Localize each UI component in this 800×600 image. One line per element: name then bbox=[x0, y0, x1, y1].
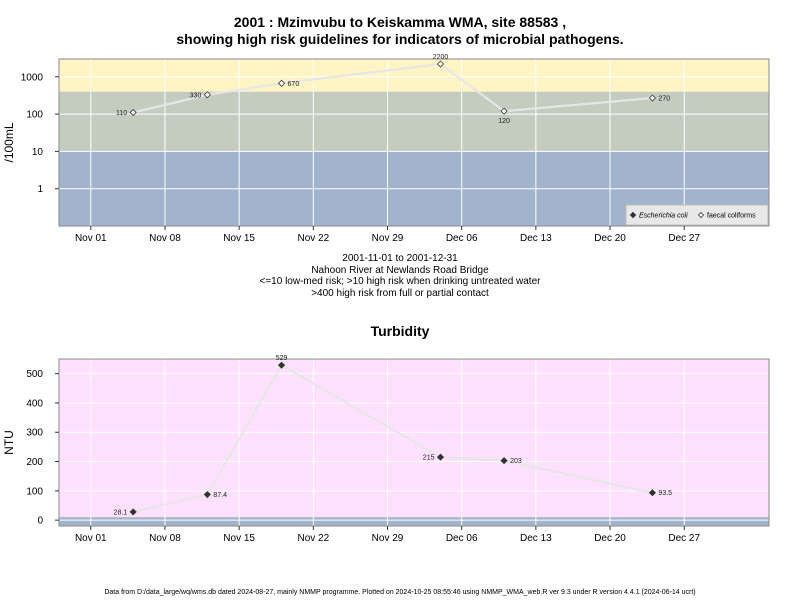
turbidity-y-tick-label: 400 bbox=[26, 398, 43, 409]
microbial-x-tick-label: Nov 01 bbox=[75, 233, 107, 244]
turbidity-data-label: 215 bbox=[423, 455, 435, 462]
turbidity-y-tick-label: 100 bbox=[26, 486, 43, 497]
microbial-y-tick-label: 100 bbox=[26, 110, 43, 121]
turbidity-series-line bbox=[132, 363, 653, 513]
turbidity-x-tick-label: Dec 27 bbox=[668, 533, 700, 544]
turbidity-x-tick-label: Dec 20 bbox=[594, 533, 626, 544]
turbidity-x-tick-label: Nov 22 bbox=[297, 533, 329, 544]
microbial-x-tick-label: Nov 29 bbox=[372, 233, 404, 244]
turbidity-y-tick-label: 300 bbox=[26, 428, 43, 439]
turbidity-data-point bbox=[648, 489, 656, 497]
microbial-data-label: 670 bbox=[288, 81, 300, 88]
turbidity-data-label: 28.1 bbox=[114, 509, 128, 516]
microbial-data-label: 270 bbox=[658, 96, 670, 103]
microbial-x-tick-label: Dec 27 bbox=[668, 233, 700, 244]
legend-label-faecal: faecal coliforms bbox=[707, 213, 756, 220]
microbial-data-point bbox=[500, 107, 508, 115]
microbial-zone-2 bbox=[59, 59, 769, 92]
legend-marker-ecoli bbox=[629, 211, 637, 219]
microbial-plot-frame bbox=[58, 58, 770, 227]
turbidity-x-tick-label: Nov 08 bbox=[149, 533, 181, 544]
caption-date-range: 2001-11-01 to 2001-12-31 bbox=[342, 253, 458, 264]
caption-site-name: Nahoon River at Newlands Road Bridge bbox=[311, 264, 489, 276]
microbial-x-tick-label: Dec 06 bbox=[446, 233, 478, 244]
microbial-data-label: 330 bbox=[190, 92, 202, 99]
microbial-y-tick-label: 1000 bbox=[21, 72, 44, 83]
microbial-data-point bbox=[277, 79, 286, 87]
microbial-data-label: 120 bbox=[498, 118, 510, 125]
microbial-data-label: 2200 bbox=[433, 54, 449, 61]
microbial-x-tick-label: Nov 08 bbox=[149, 233, 181, 244]
turbidity-data-point bbox=[129, 508, 137, 516]
microbial-series-line bbox=[132, 62, 653, 114]
turbidity-y-tick-label: 0 bbox=[37, 516, 43, 527]
legend-marker-faecal bbox=[697, 211, 705, 219]
microbial-data-point bbox=[203, 91, 211, 99]
microbial-x-tick-label: Dec 13 bbox=[520, 233, 552, 244]
microbial-x-tick-label: Nov 22 bbox=[297, 233, 329, 244]
turbidity-x-tick-label: Dec 13 bbox=[520, 533, 552, 544]
turbidity-y-tick-label: 200 bbox=[26, 457, 43, 468]
legend-label-ecoli: Escherichia coli bbox=[639, 213, 688, 220]
turbidity-data-label: 93.5 bbox=[658, 490, 672, 497]
microbial-data-label: 110 bbox=[116, 110, 127, 117]
turbidity-y-axis-label: NTU bbox=[2, 430, 16, 455]
microbial-data-point bbox=[129, 108, 137, 117]
caption-risk-drinking: <=10 low-med risk; >10 high risk when dr… bbox=[259, 276, 541, 287]
turbidity-data-point bbox=[436, 453, 445, 461]
turbidity-data-point bbox=[500, 457, 508, 465]
chart-title-line-1: 2001 : Mzimvubu to Keiskamma WMA, site 8… bbox=[233, 14, 567, 30]
legend-box bbox=[625, 204, 769, 226]
caption: 2001-11-01 to 2001-12-31 Nahoon River at… bbox=[0, 253, 800, 299]
microbial-data-point bbox=[436, 60, 445, 68]
turbidity-data-point bbox=[277, 361, 286, 369]
turbidity-data-point bbox=[203, 490, 211, 499]
turbidity-x-tick-label: Nov 29 bbox=[372, 533, 404, 544]
microbial-x-tick-label: Dec 20 bbox=[594, 233, 626, 244]
turbidity-y-tick-label: 500 bbox=[26, 369, 43, 380]
turbidity-plot-frame bbox=[58, 358, 770, 527]
chart-title-line-2: showing high risk guidelines for indicat… bbox=[176, 31, 624, 47]
turbidity-x-tick-label: Nov 01 bbox=[75, 533, 107, 544]
turbidity-data-label: 87.4 bbox=[213, 492, 227, 499]
microbial-data-point bbox=[648, 94, 656, 102]
turbidity-x-tick-label: Dec 06 bbox=[446, 533, 478, 544]
microbial-y-tick-label: 10 bbox=[32, 147, 44, 158]
turbidity-x-tick-label: Nov 15 bbox=[223, 533, 255, 544]
caption-risk-contact: >400 high risk from full or partial cont… bbox=[311, 287, 489, 299]
microbial-y-axis-label: /100mL bbox=[2, 122, 16, 162]
turbidity-data-label: 203 bbox=[510, 458, 522, 465]
footer-note: Data from D:/data_large/wq/wms.db dated … bbox=[104, 589, 696, 596]
turbidity-data-label: 529 bbox=[276, 355, 288, 362]
turbidity-low-band bbox=[59, 517, 769, 526]
microbial-y-tick-label: 1 bbox=[37, 184, 43, 195]
turbidity-title: Turbidity bbox=[370, 323, 430, 339]
microbial-x-tick-label: Nov 15 bbox=[223, 233, 255, 244]
